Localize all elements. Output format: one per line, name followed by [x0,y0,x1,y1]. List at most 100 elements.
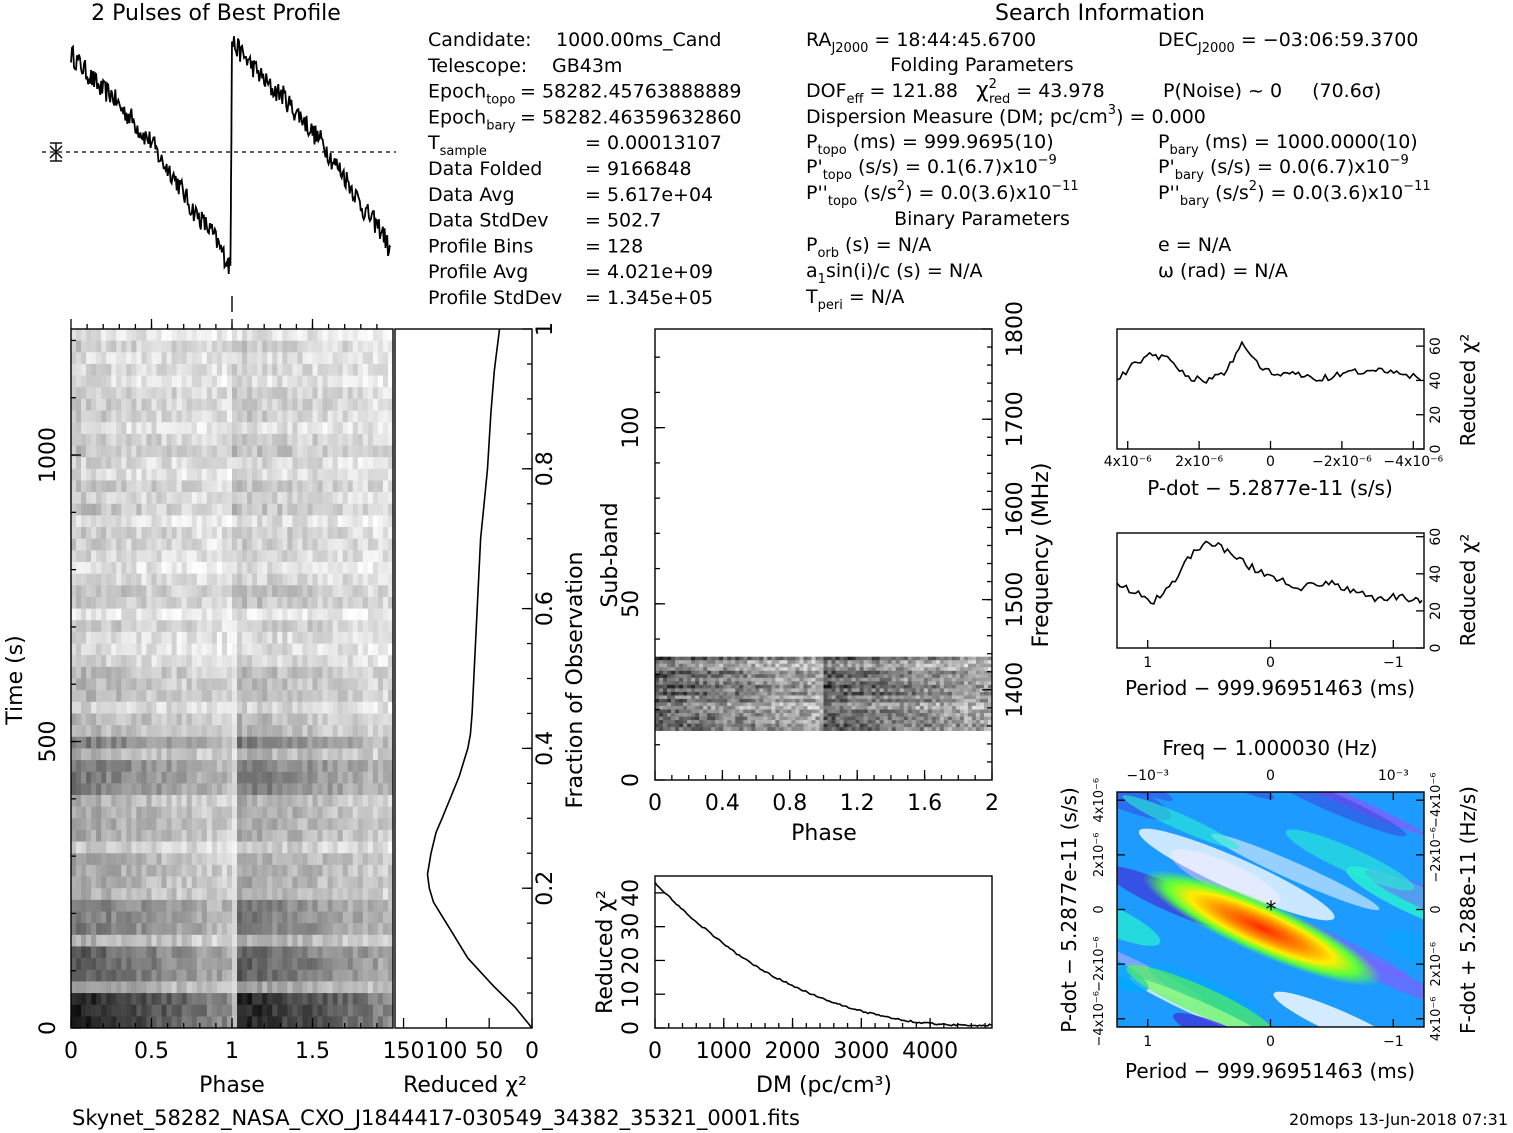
time-phase-cell [317,736,323,749]
time-phase-cell [171,620,177,633]
subband-cell [819,695,824,700]
time-phase-cell [221,503,228,516]
time-phase-cell [232,701,238,714]
subband-cell [987,656,993,661]
time-phase-cell [327,340,333,353]
time-phase-cell [282,492,288,505]
time-phase-cell [387,993,394,1005]
time-phase-cell [282,1004,288,1017]
subband-cell [987,681,993,686]
time-phase-cell [302,329,308,341]
time-phase-cell [377,690,384,703]
time-phase-cell [216,853,223,866]
time-phase-cell [221,666,228,679]
time-phase-cell [206,596,213,609]
time-phase-cell [171,946,177,959]
time-phase-cell [317,923,323,936]
time-phase-cell [337,888,343,901]
time-phase-cell [226,492,233,505]
time-phase-cell [86,993,92,1005]
time-phase-cell [322,340,328,353]
subband-cell [903,660,909,665]
time-phase-cell [242,503,248,516]
subband-cell [899,688,905,693]
subband-cell [759,674,764,679]
subband-cell [871,656,876,661]
time-phase-cell [71,713,77,726]
time-phase-cell [206,829,213,842]
time-phase-cell [282,841,288,854]
time-phase-cell [176,538,182,551]
time-phase-cell [146,853,152,866]
time-phase-cell [81,655,87,668]
time-phase-cell [242,643,248,656]
subband-cell [763,684,768,689]
binary-parameters-title: Binary Parameters [894,208,1070,230]
time-phase-cell [257,375,263,388]
time-phase-cell [101,993,107,1005]
time-phase-cell [196,515,203,528]
time-phase-cell [156,363,162,376]
time-phase-cell [176,422,182,435]
time-phase-cell [317,375,323,388]
time-phase-cell [362,631,369,644]
time-phase-cell [252,515,258,528]
subband-cell [807,674,812,679]
subband-cell [935,677,941,682]
time-phase-cell [161,876,167,889]
subband-cell [807,670,812,675]
subband-cell [923,670,929,675]
time-phase-cell [221,433,228,446]
time-phase-cell [317,352,323,365]
time-phase-cell [362,608,369,621]
time-phase-cell [277,876,283,889]
time-phase-cell [382,958,389,971]
time-phase-cell [146,433,152,446]
time-phase-cell [332,795,338,807]
time-phase-cell [287,527,293,539]
chi-fraction-ytick-label: 0.8 [533,451,558,486]
time-phase-cell [101,585,107,598]
time-phase-cell [327,888,333,901]
time-phase-cell [377,981,384,994]
time-phase-cell [141,888,147,901]
time-phase-cell [96,1016,102,1029]
subband-cell [855,656,860,661]
subband-cell [683,674,688,679]
time-phase-cell [206,666,213,679]
time-phase-cell [216,958,223,971]
time-phase-cell [277,538,283,551]
time-phase-cell [307,853,313,866]
subband-cell [655,670,660,675]
time-phase-cell [277,783,283,796]
pdtopo-line: P'topo (s/s) = 0.1(6.7)x10−9 [806,153,1057,183]
time-phase-cell [327,445,333,458]
time-phase-cell [176,934,182,947]
time-phase-cell [307,585,313,598]
time-phase-cell [342,993,349,1005]
time-phase-cell [317,981,323,994]
time-phase-cell [377,422,384,435]
time-phase-cell [201,888,208,901]
time-phase-cell [166,398,172,411]
time-phase-cell [242,876,248,889]
time-phase-cell [387,550,394,563]
time-phase-cell [221,573,228,586]
time-phase-cell [372,736,379,749]
time-phase-cell [367,911,374,924]
time-phase-cell [347,515,354,528]
time-phase-cell [272,480,278,493]
time-phase-cell [131,410,137,423]
time-phase-cell [292,899,298,912]
time-phase-cell [176,410,182,423]
time-phase-cell [232,981,238,994]
time-phase-cell [221,1004,228,1017]
time-phase-cell [342,445,349,458]
time-phase-cell [181,736,188,749]
time-phase-cell [91,829,97,842]
time-phase-cell [116,433,122,446]
time-phase-cell [176,911,182,924]
time-phase-cell [106,352,112,365]
time-phase-cell [191,573,198,586]
time-phase-cell [186,725,193,738]
